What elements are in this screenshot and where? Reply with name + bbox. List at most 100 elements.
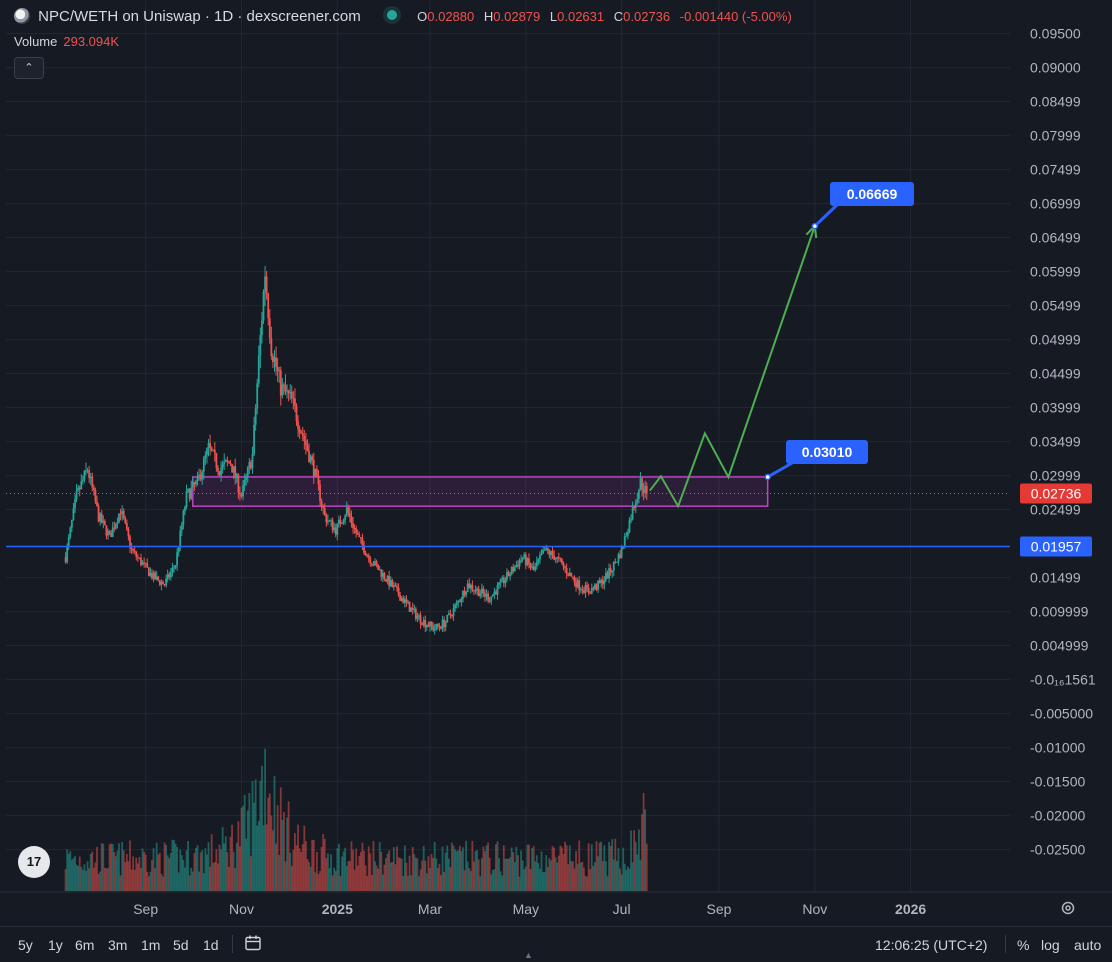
volume-bar — [228, 866, 230, 891]
candle-body — [301, 433, 304, 436]
volume-bar — [344, 847, 347, 891]
candle-body — [341, 522, 343, 524]
clock-timezone[interactable]: 12:06:25 (UTC+2) — [875, 937, 988, 953]
price-axis: 0.09500 0.09000 0.08499 0.07999 0.07499 0.069… — [1019, 0, 1112, 892]
price-axis-label: 0.05999 — [1030, 264, 1081, 280]
candle-body — [86, 470, 89, 472]
candle-body — [133, 550, 136, 552]
candle-body — [99, 513, 102, 522]
volume-bar — [64, 869, 67, 891]
collapse-legend-button[interactable]: ⌃ — [14, 57, 44, 79]
volume-bar — [173, 840, 175, 891]
candle-body — [421, 623, 424, 626]
volume-bar — [198, 871, 200, 891]
volume-bar — [507, 858, 510, 891]
candle-body — [557, 557, 560, 559]
timeframe-1d[interactable]: 1d — [203, 937, 219, 953]
candle-body — [207, 443, 210, 449]
timeframe-3m[interactable]: 3m — [108, 937, 128, 953]
candle-body — [535, 561, 538, 567]
candle-body — [135, 551, 138, 557]
candle-body — [507, 571, 510, 577]
timeframe-1m[interactable]: 1m — [141, 937, 161, 953]
timeframe-5y[interactable]: 5y — [18, 937, 33, 953]
timeframe-1y[interactable]: 1y — [48, 937, 63, 953]
candle-body — [212, 449, 215, 451]
candle-body — [609, 568, 612, 573]
volume-bar — [385, 858, 387, 891]
candle-body — [594, 584, 596, 589]
candle-body — [425, 625, 428, 628]
volume-bar — [444, 852, 447, 891]
candle-body — [460, 598, 463, 602]
volume-bar — [438, 863, 441, 891]
candle-body — [182, 511, 185, 525]
volume-bar — [515, 846, 518, 891]
ohlc-close-value: 0.02736 — [623, 9, 671, 24]
volume-bar — [443, 871, 446, 891]
zone-layer — [192, 476, 769, 507]
volume-bar — [581, 861, 584, 891]
auto-scale-toggle[interactable]: auto — [1074, 937, 1102, 953]
candle-body — [628, 519, 631, 533]
candle-body — [268, 318, 271, 339]
candle-body — [422, 620, 425, 626]
volume-bar — [202, 873, 205, 891]
volume-bar — [114, 856, 117, 891]
candle-body — [265, 276, 268, 294]
time-axis-label: 2025 — [322, 901, 353, 917]
volume-readout: Volume 293.094K — [14, 34, 119, 49]
candle-body — [124, 518, 127, 523]
volume-bar — [594, 861, 596, 891]
volume-bar — [146, 871, 149, 891]
volume-value: 293.094K — [63, 34, 120, 49]
volume-bar — [174, 843, 177, 891]
volume-bar — [400, 858, 403, 891]
candle-body — [554, 558, 557, 560]
candle-body — [537, 559, 540, 562]
candle-body — [281, 384, 284, 396]
timeframe-5d[interactable]: 5d — [173, 937, 189, 953]
candle-body — [446, 614, 449, 623]
scroll-up-arrow-icon[interactable]: ▲ — [524, 950, 533, 960]
volume-bar — [224, 836, 227, 891]
volume-bar — [427, 856, 430, 891]
candle-body — [224, 460, 227, 462]
volume-bar — [413, 854, 416, 891]
volume-bar — [418, 876, 420, 891]
volume-bar — [598, 842, 601, 891]
candle-body — [644, 485, 647, 493]
candle-body — [154, 572, 157, 580]
candle-body — [488, 600, 491, 602]
tradingview-logo-icon[interactable]: 17 — [18, 846, 50, 878]
candle-body — [457, 601, 460, 603]
log-scale-toggle[interactable]: log — [1041, 937, 1060, 953]
volume-bar — [72, 858, 75, 891]
candle-body — [633, 506, 636, 508]
volume-bar — [440, 875, 442, 891]
candle-body — [597, 580, 599, 590]
volume-bar — [276, 805, 279, 891]
candle-body — [363, 545, 365, 553]
candle-body — [403, 599, 406, 604]
volume-bar — [353, 869, 356, 891]
volume-bar — [556, 862, 559, 891]
candle-body — [543, 549, 546, 551]
timeframe-6m[interactable]: 6m — [75, 937, 95, 953]
candle-body — [529, 563, 532, 568]
volume-bar — [185, 850, 188, 891]
candle-body — [270, 338, 273, 357]
candle-body — [102, 520, 105, 523]
volume-bar — [75, 864, 78, 891]
settings-gear-icon[interactable] — [1060, 900, 1076, 916]
volume-bar — [517, 855, 519, 891]
candle-body — [237, 474, 240, 493]
price-axis-label: -0.02000 — [1030, 808, 1085, 824]
price-axis-label: 0.07499 — [1030, 162, 1081, 178]
percent-scale-toggle[interactable]: % — [1017, 937, 1030, 953]
volume-bar — [425, 873, 428, 891]
candle-body — [449, 613, 452, 616]
candle-body — [257, 355, 260, 384]
date-range-calendar-icon[interactable] — [244, 934, 262, 952]
